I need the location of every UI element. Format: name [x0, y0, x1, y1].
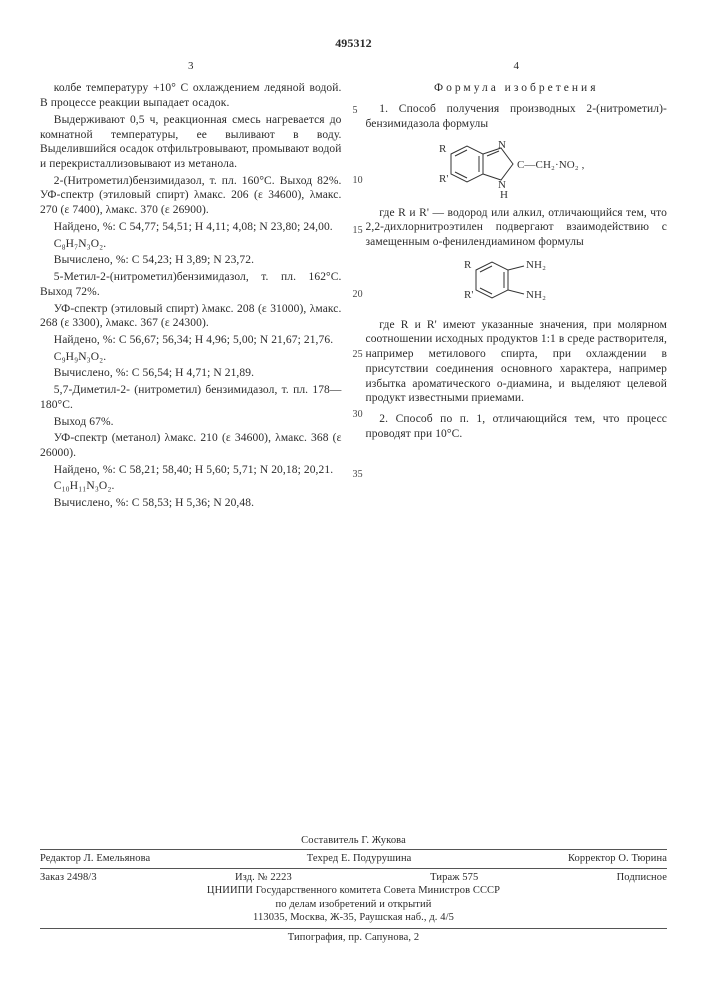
left-p3: 2-(Нитрометил)бензимидазол, т. пл. 160°С… — [40, 174, 342, 218]
left-p9: Найдено, %: C 56,67; 56,34; H 4,96; 5,00… — [40, 333, 342, 348]
left-p5: C₈H₇N₃O₂. — [40, 237, 342, 252]
left-p15: Найдено, %: C 58,21; 58,40; H 5,60; 5,71… — [40, 463, 342, 478]
footer-tirazh: Тираж 575 — [430, 871, 478, 884]
chem1-n-top: N — [498, 139, 506, 151]
left-p8: УФ-спектр (этиловый спирт) λмакс. 208 (ε… — [40, 302, 342, 331]
footer-editor: Редактор Л. Емельянова — [40, 852, 150, 865]
footer-typ: Типография, пр. Сапунова, 2 — [40, 928, 667, 944]
right-p1: 1. Способ получения производных 2-(нитро… — [366, 102, 668, 131]
chem2-label-rp: R' — [464, 289, 474, 301]
left-p14: УФ-спектр (метанол) λмакс. 210 (ε 34600)… — [40, 431, 342, 460]
footer-credits-row: Редактор Л. Емельянова Техред Е. Подуруш… — [40, 852, 667, 865]
footer-org2: по делам изобретений и открытий — [40, 898, 667, 911]
footer-techred: Техред Е. Подурушина — [307, 852, 412, 865]
right-p4: 2. Способ по п. 1, отличающийся тем, что… — [366, 412, 668, 441]
document-number: 495312 — [40, 36, 667, 51]
left-p1: колбе температуру +10° С охлаждением лед… — [40, 81, 342, 110]
footer-org1: ЦНИИПИ Государственного комитета Совета … — [40, 884, 667, 897]
chem2-nh2: NH₂ — [526, 289, 546, 301]
left-p7: 5-Метил-2-(нитрометил)бензимидазол, т. п… — [40, 270, 342, 299]
line-num-25: 25 — [353, 349, 363, 362]
footer-composer: Составитель Г. Жукова — [40, 834, 667, 847]
imprint-footer: Составитель Г. Жукова Редактор Л. Емелья… — [40, 834, 667, 944]
chem1-label-r: R — [439, 143, 447, 155]
chem-structure-2: R R' NH₂ NH₂ — [366, 256, 668, 312]
chem1-label-rp: R' — [439, 173, 449, 185]
footer-addr: 113035, Москва, Ж-35, Раушская наб., д. … — [40, 911, 667, 924]
right-p2: где R и R' — водород или алкил, отличающ… — [366, 206, 668, 250]
left-p17: Вычислено, %: C 58,53; H 5,36; N 20,48. — [40, 496, 342, 511]
chem2-nh1: NH₂ — [526, 259, 546, 271]
footer-sign: Подписное — [617, 871, 667, 884]
left-p2: Выдерживают 0,5 ч, реакционная смесь наг… — [40, 113, 342, 172]
left-p13: Выход 67%. — [40, 415, 342, 430]
line-num-10: 10 — [353, 175, 363, 188]
right-p3: где R и R' имеют указанные значения, при… — [366, 318, 668, 406]
left-page-number: 3 — [40, 59, 342, 73]
footer-rule-1 — [40, 849, 667, 850]
chem2-label-r: R — [464, 259, 472, 271]
footer-corrector: Корректор О. Тюрина — [568, 852, 667, 865]
claims-title: Формула изобретения — [366, 81, 668, 96]
chem1-side: C—CH₂·NO₂ , — [517, 159, 585, 171]
right-page-number: 4 — [366, 59, 668, 73]
two-column-layout: 3 колбе температуру +10° С охлаждением л… — [40, 59, 667, 512]
footer-rule-2 — [40, 868, 667, 869]
footer-izd: Изд. № 2223 — [235, 871, 292, 884]
right-column: 5 10 15 20 25 30 35 4 Формула изобретени… — [366, 59, 668, 512]
footer-order: Заказ 2498/3 — [40, 871, 97, 884]
left-p6: Вычислено, %: C 54,23; H 3,89; N 23,72. — [40, 253, 342, 268]
left-p12: 5,7-Диметил-2- (нитрометил) бензимидазол… — [40, 383, 342, 412]
left-p4: Найдено, %: C 54,77; 54,51; H 4,11; 4,08… — [40, 220, 342, 235]
line-num-35: 35 — [353, 469, 363, 482]
line-num-30: 30 — [353, 409, 363, 422]
line-num-20: 20 — [353, 289, 363, 302]
left-p11: Вычислено, %: C 56,54; H 4,71; N 21,89. — [40, 366, 342, 381]
line-num-5: 5 — [353, 105, 358, 118]
chem1-h: H — [500, 189, 508, 200]
footer-order-row: Заказ 2498/3 Изд. № 2223 Тираж 575 Подпи… — [40, 871, 667, 884]
left-p10: C₉H₉N₃O₂. — [40, 350, 342, 365]
chem-structure-1: R R' N N H C—CH₂·NO₂ , — [366, 138, 668, 200]
left-p16: C₁₀H₁₁N₃O₂. — [40, 479, 342, 494]
left-column: 3 колбе температуру +10° С охлаждением л… — [40, 59, 342, 512]
line-num-15: 15 — [353, 225, 363, 238]
